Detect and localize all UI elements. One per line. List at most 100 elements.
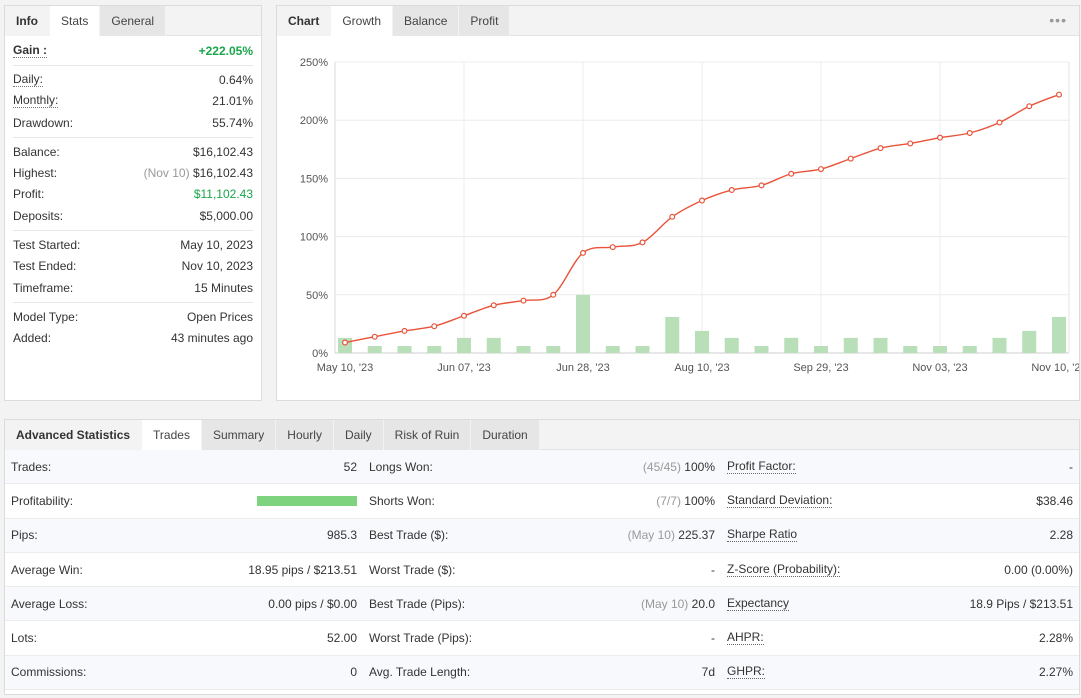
advanced-tabs: Advanced Statistics Trades Summary Hourl… xyxy=(5,420,1079,451)
timeframe-label: Timeframe: xyxy=(13,280,74,295)
sharpe-ratio-label[interactable]: Sharpe Ratio xyxy=(727,527,798,543)
x-tick-label: Jun 28, '23 xyxy=(556,362,609,374)
tab-daily[interactable]: Daily xyxy=(333,420,384,450)
x-axis-ticks: May 10, '23 Jun 07, '23 Jun 28, '23 Aug 10,… xyxy=(317,362,1079,374)
x-tick-label: Jun 07, '23 xyxy=(437,362,490,374)
daily-label[interactable]: Daily: xyxy=(13,71,44,87)
longs-won-count: (45/45) xyxy=(642,459,681,474)
sharpe-ratio-row: Sharpe Ratio 2.28 xyxy=(721,518,1079,553)
growth-point xyxy=(1026,103,1033,110)
volume-bar xyxy=(486,337,501,353)
best-trade-pips-row: Best Trade (Pips): (May 10) 20.0 xyxy=(363,587,721,622)
profitability-label: Profitability: xyxy=(11,493,74,508)
highest-row: Highest: (Nov 10) $16,102.43 xyxy=(13,162,253,183)
deposits-value: $5,000.00 xyxy=(199,208,253,223)
ghpr-row: GHPR: 2.27% xyxy=(721,655,1079,691)
tab-hourly[interactable]: Hourly xyxy=(276,420,334,450)
commissions-label: Commissions: xyxy=(11,665,87,680)
stats-grid: Trades: 52 Profitability: Pips: 985.3 Aver… xyxy=(5,450,1079,691)
test-ended-row: Test Ended: Nov 10, 2023 xyxy=(13,256,253,277)
best-trade-pips-date: (May 10) xyxy=(640,596,689,611)
best-trade-usd-date: (May 10) xyxy=(627,528,675,543)
average-win-value: 18.95 pips / $213.51 xyxy=(248,562,357,577)
average-win-label: Average Win: xyxy=(11,562,83,577)
trades-value: 52 xyxy=(343,459,357,474)
z-score-label[interactable]: Z-Score (Probability): xyxy=(727,561,841,577)
added-value: 43 minutes ago xyxy=(170,331,253,346)
monthly-value: 21.01% xyxy=(212,94,253,109)
drawdown-label: Drawdown: xyxy=(13,115,74,130)
monthly-row: Monthly: 21.01% xyxy=(13,91,253,112)
profit-factor-row: Profit Factor: - xyxy=(721,450,1079,485)
tab-duration[interactable]: Duration xyxy=(471,420,540,450)
x-tick-label: May 10, '23 xyxy=(317,362,374,374)
drawdown-value: 55.74% xyxy=(212,115,253,130)
worst-trade-usd-row: Worst Trade ($): - xyxy=(363,553,721,588)
ghpr-label[interactable]: GHPR: xyxy=(727,664,766,680)
chart-line xyxy=(341,91,1062,346)
z-score-row: Z-Score (Probability): 0.00 (0.00%) xyxy=(721,553,1079,588)
growth-point xyxy=(580,249,587,256)
worst-trade-usd-label: Worst Trade ($): xyxy=(369,562,456,577)
tab-profit[interactable]: Profit xyxy=(459,6,511,36)
growth-point xyxy=(996,119,1003,126)
pips-value: 985.3 xyxy=(326,528,357,543)
volume-bar xyxy=(427,346,442,353)
average-loss-row: Average Loss: 0.00 pips / $0.00 xyxy=(5,587,363,622)
highest-label: Highest: xyxy=(13,166,58,181)
model-type-value: Open Prices xyxy=(186,309,253,324)
ahpr-label[interactable]: AHPR: xyxy=(727,630,764,646)
tab-balance[interactable]: Balance xyxy=(393,6,460,36)
added-label: Added: xyxy=(13,331,52,346)
growth-point xyxy=(639,239,646,246)
tab-trades[interactable]: Trades xyxy=(142,420,202,451)
test-ended-label: Test Ended: xyxy=(13,259,77,274)
commissions-value: 0 xyxy=(350,665,357,680)
chart-panel: Chart Growth Balance Profit ••• 0% 50% 100… xyxy=(276,5,1080,401)
volume-bar xyxy=(457,337,471,353)
tab-growth[interactable]: Growth xyxy=(331,6,394,37)
growth-point xyxy=(609,244,616,251)
worst-trade-pips-value: - xyxy=(711,631,715,646)
lots-label: Lots: xyxy=(11,631,38,646)
stats-col-2: Longs Won: (45/45) 100% Shorts Won: (7/7) … xyxy=(363,450,721,691)
growth-point xyxy=(669,213,676,220)
ahpr-value: 2.28% xyxy=(1038,631,1073,646)
growth-point xyxy=(847,155,854,162)
growth-point xyxy=(877,145,884,152)
avg-trade-length-value: 7d xyxy=(701,665,715,680)
growth-point xyxy=(341,339,348,346)
ellipsis-icon[interactable]: ••• xyxy=(1049,12,1067,28)
tab-risk-of-ruin[interactable]: Risk of Ruin xyxy=(383,420,472,450)
tab-general[interactable]: General xyxy=(100,6,167,36)
monthly-label[interactable]: Monthly: xyxy=(13,93,59,109)
tab-stats[interactable]: Stats xyxy=(50,6,101,37)
volume-bar xyxy=(873,337,888,353)
growth-point xyxy=(431,323,438,330)
model-type-row: Model Type: Open Prices xyxy=(13,306,253,327)
chart-grid xyxy=(334,61,1070,354)
trades-label: Trades: xyxy=(11,459,52,474)
expectancy-label[interactable]: Expectancy xyxy=(727,595,790,611)
pips-label: Pips: xyxy=(11,528,38,543)
stats-col-1: Trades: 52 Profitability: Pips: 985.3 Aver… xyxy=(5,450,363,691)
profit-factor-label[interactable]: Profit Factor: xyxy=(727,458,796,474)
gain-row: Gain : +222.05% xyxy=(13,40,253,61)
gain-label[interactable]: Gain : xyxy=(13,42,48,58)
standard-deviation-label[interactable]: Standard Deviation: xyxy=(727,492,833,508)
growth-point xyxy=(401,327,408,334)
growth-point xyxy=(788,170,795,177)
best-trade-pips-label: Best Trade (Pips): xyxy=(369,596,466,611)
y-tick-label: 50% xyxy=(306,290,328,302)
worst-trade-usd-value: - xyxy=(711,562,715,577)
volume-bar xyxy=(1022,330,1037,353)
test-started-label: Test Started: xyxy=(13,238,81,253)
volume-bar xyxy=(962,346,977,353)
x-tick-label: Nov 10, '23 xyxy=(1031,362,1079,374)
growth-point xyxy=(550,291,557,298)
profitability-row: Profitability: xyxy=(5,484,363,519)
deposits-row: Deposits: $5,000.00 xyxy=(13,205,253,226)
balance-value: $16,102.43 xyxy=(192,144,253,159)
tab-summary[interactable]: Summary xyxy=(201,420,277,450)
y-tick-label: 150% xyxy=(300,173,328,185)
